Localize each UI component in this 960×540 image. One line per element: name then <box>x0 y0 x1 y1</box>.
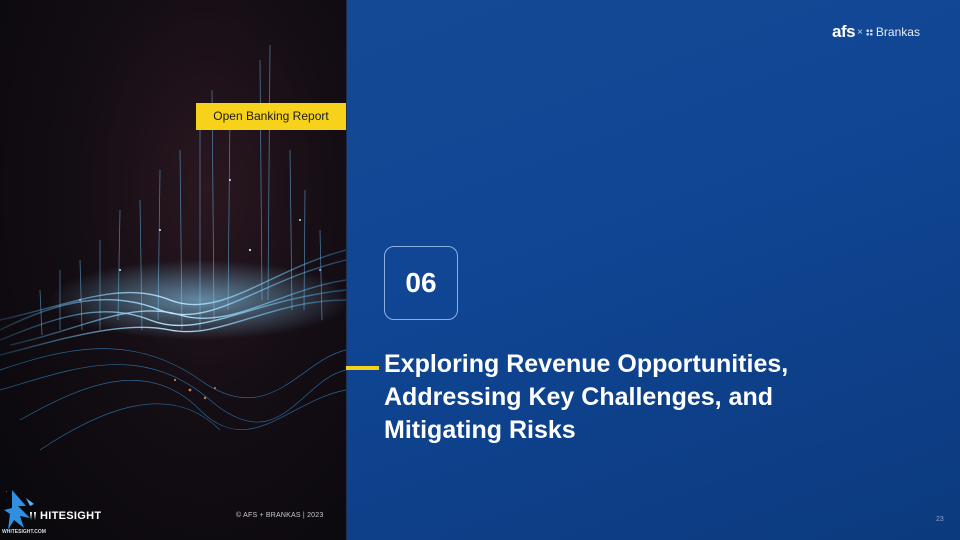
watermark-url: WHITESIGHT.COM <box>2 529 46 535</box>
title-accent-bar <box>346 366 379 370</box>
panel-divider <box>346 0 347 540</box>
section-title-line: Exploring Revenue Opportunities, <box>384 350 789 378</box>
report-tag: Open Banking Report <box>196 103 346 130</box>
svg-text:.: . <box>6 488 7 494</box>
afs-logo: afs <box>832 22 856 41</box>
section-number: 06 <box>405 267 437 298</box>
page-number: 23 <box>936 516 944 523</box>
watermark-name: HITESIGHT <box>40 510 102 522</box>
eagle-logo-icon: . <box>4 488 36 530</box>
brand-separator: × <box>857 26 863 38</box>
section-title: Exploring Revenue Opportunities, Address… <box>384 348 844 447</box>
brand-logo: afs × Brankas <box>832 22 920 42</box>
cover-image <box>0 0 346 540</box>
section-title-line: Mitigating Risks <box>384 416 576 444</box>
section-title-line: Addressing Key Challenges, and <box>384 383 773 411</box>
section-number-box: 06 <box>384 246 458 320</box>
brankas-icon <box>866 28 873 36</box>
copyright-text: © AFS + BRANKAS | 2023 <box>236 512 324 519</box>
light-wave-illustration <box>0 44 346 451</box>
brankas-logo: Brankas <box>875 25 920 39</box>
section-background <box>347 0 960 540</box>
